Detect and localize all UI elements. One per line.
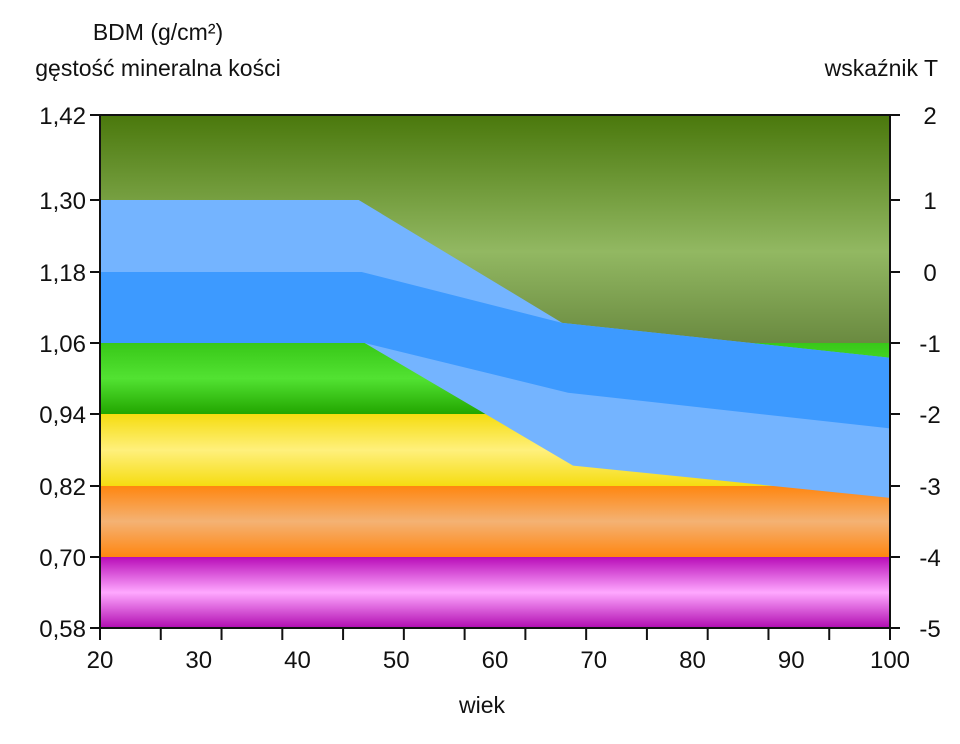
background-band (100, 557, 890, 628)
ribbon-dark-band (100, 272, 890, 429)
y-tick-label-left: 0,82 (39, 474, 86, 501)
x-tick-label: 30 (185, 647, 212, 674)
x-tick-label: 20 (87, 647, 114, 674)
y-tick-label-left: 0,58 (39, 616, 86, 643)
chart-title-line2: gęstość mineralna kości (35, 55, 280, 81)
right-axis-label: wskaźnik T (824, 55, 938, 81)
background-band (100, 486, 890, 557)
x-axis-label: wiek (458, 692, 506, 718)
y-tick-label-right: -1 (919, 331, 940, 358)
y-tick-label-right: -4 (919, 545, 940, 572)
x-tick-label: 80 (679, 647, 706, 674)
axes: 1,42 2 1,30 1 1,18 0 1,06 -1 0,94 -2 0,82 -3 0,70 -4 0… (39, 103, 940, 674)
x-tick-label: 90 (778, 647, 805, 674)
y-tick-label-right: -3 (919, 474, 940, 501)
x-tick-label: 70 (580, 647, 607, 674)
x-tick-label: 60 (482, 647, 509, 674)
y-tick-label-left: 1,18 (39, 260, 86, 287)
chart-title-line1: BDM (g/cm²) (93, 19, 223, 45)
y-tick-label-left: 0,94 (39, 402, 86, 429)
x-tick-label: 100 (870, 647, 910, 674)
y-tick-label-right: 2 (923, 103, 936, 130)
y-tick-label-left: 1,42 (39, 103, 86, 130)
y-tick-label-left: 0,70 (39, 545, 86, 572)
x-tick-label: 50 (383, 647, 410, 674)
y-tick-label-left: 1,06 (39, 331, 86, 358)
y-tick-label-left: 1,30 (39, 188, 86, 215)
y-tick-label-right: -2 (919, 402, 940, 429)
x-tick-label: 40 (284, 647, 311, 674)
y-tick-label-right: -5 (919, 616, 940, 643)
y-tick-label-right: 1 (923, 188, 936, 215)
y-tick-label-right: 0 (923, 260, 936, 287)
plot-frame (99, 114, 891, 629)
plot-area (100, 115, 890, 628)
